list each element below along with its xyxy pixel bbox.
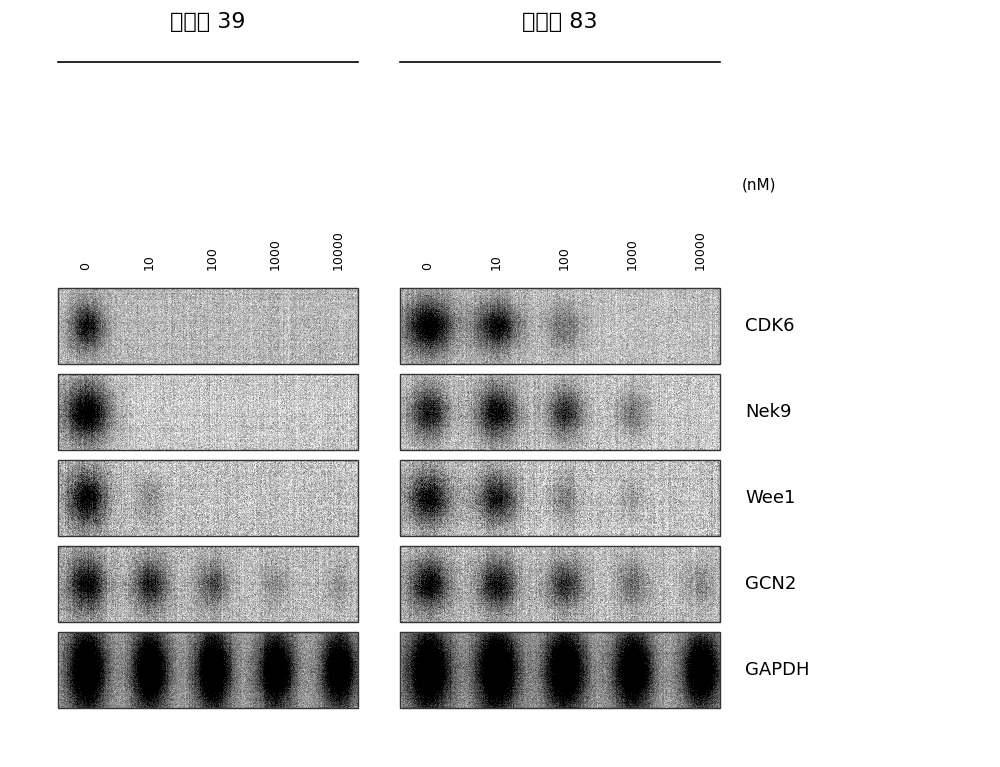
Text: (nM): (nM): [742, 177, 776, 193]
Text: 100: 100: [558, 246, 570, 270]
Bar: [58, 460, 358, 536]
Bar: [400, 374, 720, 450]
Text: 实施例 83: 实施例 83: [522, 12, 598, 32]
Bar: [400, 546, 720, 622]
Bar: [58, 374, 358, 450]
Text: 0: 0: [80, 262, 92, 270]
Text: GAPDH: GAPDH: [745, 661, 810, 679]
Text: Wee1: Wee1: [745, 489, 795, 507]
Text: Nek9: Nek9: [745, 403, 792, 421]
Bar: [58, 632, 358, 708]
Bar: [400, 632, 720, 708]
Text: 10000: 10000: [694, 230, 706, 270]
Bar: [58, 288, 358, 364]
Text: 实施例 39: 实施例 39: [170, 12, 246, 32]
Text: CDK6: CDK6: [745, 317, 794, 335]
Text: 1000: 1000: [268, 238, 282, 270]
Text: GCN2: GCN2: [745, 575, 796, 593]
Bar: [400, 288, 720, 364]
Text: 10: 10: [490, 254, 503, 270]
Text: 10: 10: [143, 254, 156, 270]
Bar: [58, 546, 358, 622]
Bar: [400, 460, 720, 536]
Text: 1000: 1000: [626, 238, 639, 270]
Text: 0: 0: [422, 262, 434, 270]
Text: 10000: 10000: [332, 230, 344, 270]
Text: 100: 100: [206, 246, 218, 270]
